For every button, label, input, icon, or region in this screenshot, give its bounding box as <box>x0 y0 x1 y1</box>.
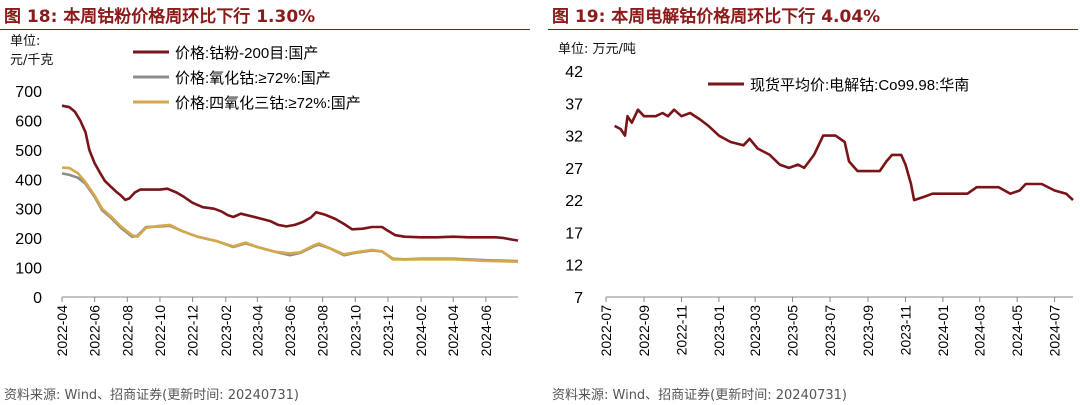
series-line-0 <box>61 104 519 242</box>
x-tick-label: 2024-07 <box>1047 305 1063 357</box>
x-tick-label: 2023-02 <box>218 305 234 357</box>
y-tick-label: 12 <box>565 258 583 275</box>
y-tick-label: 42 <box>565 64 583 81</box>
chart-panel-cobalt-powder: 图 18: 本周钴粉价格周环比下行 1.30% 单位: 元/千克 0 100 200… <box>0 0 530 405</box>
x-tick-label: 2022-09 <box>636 305 652 357</box>
x-tick-label: 2023-12 <box>380 305 396 357</box>
chart-title: 图 18: 本周钴粉价格周环比下行 1.30% <box>4 7 316 27</box>
legend-label-0: 价格:钴粉-200目:国产 <box>175 45 318 62</box>
x-tick-label: 2023-01 <box>711 305 727 357</box>
line-chart-cobalt-powder: 0 100 200 300 400 500 600 700 2022-04 2022-06 2022… <box>15 45 519 357</box>
y-tick-label: 300 <box>15 202 42 219</box>
y-tick-label: 17 <box>565 225 583 242</box>
x-tick-label: 2023-05 <box>785 305 801 357</box>
x-tick-label: 2023-09 <box>860 305 876 357</box>
x-tick-label: 2024-05 <box>1009 305 1025 357</box>
y-tick-label: 22 <box>565 193 583 210</box>
source-note: 资料来源: Wind、招商证券(更新时间: 20240731) <box>4 388 300 403</box>
x-tick-label: 2024-02 <box>413 305 429 357</box>
x-tick-label: 2023-11 <box>897 305 913 356</box>
series-line-1 <box>61 172 519 263</box>
source-note: 资料来源: Wind、招商证券(更新时间: 20240731) <box>552 388 848 403</box>
series-line-0 <box>613 108 1074 202</box>
y-tick-label: 700 <box>15 84 42 101</box>
x-tick-label: 2023-07 <box>822 305 838 357</box>
x-tick-label: 2022-06 <box>87 305 103 357</box>
x-tick-label: 2022-12 <box>185 305 201 357</box>
series-line-2 <box>61 166 519 263</box>
x-tick-label: 2023-03 <box>747 305 763 357</box>
x-tick-label: 2023-10 <box>347 305 363 357</box>
unit-label-line-1: 单位: <box>10 34 41 49</box>
line-chart-electrolytic-cobalt: 7 12 17 22 27 32 37 42 2022-07 2022-09 2022-11 2023… <box>565 64 1074 357</box>
y-tick-label: 600 <box>15 113 42 130</box>
chart-title: 图 19: 本周电解钴价格周环比下行 4.04% <box>552 7 881 27</box>
y-tick-label: 200 <box>15 231 42 248</box>
y-tick-label: 27 <box>565 161 583 178</box>
x-tick-label: 2022-10 <box>152 305 168 357</box>
title-rule <box>0 29 530 30</box>
x-tick-label: 2023-08 <box>315 305 331 357</box>
x-tick-label: 2022-04 <box>54 305 70 357</box>
x-tick-label: 2022-07 <box>598 305 614 357</box>
y-tick-label: 400 <box>15 172 42 189</box>
x-tick-label: 2023-06 <box>282 305 298 357</box>
y-tick-label: 7 <box>574 290 583 307</box>
legend-label-2: 价格:四氧化三钴:≥72%:国产 <box>175 95 361 112</box>
legend-label-0: 现货平均价:电解钴:Co99.98:华南 <box>750 77 969 94</box>
chart-panel-electrolytic-cobalt: 图 19: 本周电解钴价格周环比下行 4.04% 单位: 万元/吨 7 12 17 2… <box>548 0 1078 405</box>
y-tick-label: 0 <box>33 290 42 307</box>
x-tick-label: 2024-04 <box>445 305 461 357</box>
title-rule <box>548 29 1078 30</box>
x-tick-label: 2024-06 <box>478 305 494 357</box>
unit-label-line-1: 单位: 万元/吨 <box>558 42 636 57</box>
x-tick-label: 2022-11 <box>673 305 689 356</box>
y-tick-label: 500 <box>15 143 42 160</box>
x-tick-label: 2023-04 <box>249 305 265 357</box>
y-tick-label: 32 <box>565 129 583 146</box>
legend-label-1: 价格:氧化钴:≥72%:国产 <box>175 70 331 87</box>
x-tick-label: 2024-03 <box>972 305 988 357</box>
unit-label-line-2: 元/千克 <box>10 53 54 68</box>
y-tick-label: 100 <box>15 261 42 278</box>
x-tick-label: 2022-08 <box>119 305 135 357</box>
y-tick-label: 37 <box>565 96 583 113</box>
x-tick-label: 2024-01 <box>935 305 951 357</box>
